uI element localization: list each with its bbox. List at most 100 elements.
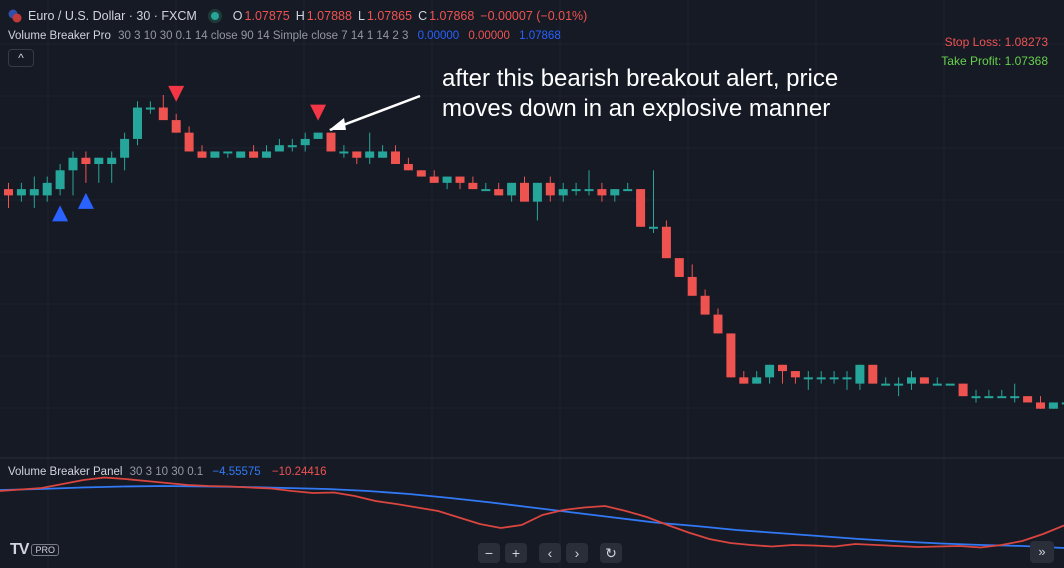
candle-body	[313, 132, 323, 139]
candle-body	[16, 189, 26, 196]
open-label: O	[232, 9, 243, 23]
candle	[829, 371, 839, 384]
candle	[532, 182, 542, 221]
candle	[455, 176, 465, 190]
candle-body	[623, 189, 633, 192]
candle	[842, 371, 852, 390]
bearish-signal-icon	[168, 85, 185, 102]
candle	[545, 176, 555, 202]
candle	[81, 151, 91, 183]
annotation-arrowhead	[329, 118, 346, 130]
scroll-to-latest-button[interactable]: »	[1030, 541, 1054, 563]
low-label: L	[357, 9, 365, 23]
candle-body	[687, 276, 697, 296]
candle	[520, 176, 529, 202]
symbol-title[interactable]: Euro / U.S. Dollar · 30 · FXCM	[28, 9, 197, 23]
candle-body	[700, 295, 710, 315]
minus-icon: −	[484, 545, 494, 561]
candle-body	[610, 189, 620, 196]
candle	[919, 377, 929, 384]
candle	[313, 132, 323, 139]
candle	[120, 132, 130, 171]
candle-body	[429, 176, 439, 183]
zoom-out-button[interactable]: −	[478, 543, 500, 563]
candle-body	[1010, 396, 1020, 399]
tradingview-logo[interactable]: TV PRO	[10, 541, 59, 559]
candle-body	[571, 189, 581, 192]
candle-body	[481, 189, 491, 192]
candle	[649, 170, 658, 234]
scroll-back-button[interactable]: ‹	[539, 543, 561, 563]
candle	[1023, 396, 1033, 403]
candle	[481, 182, 491, 192]
candle	[868, 364, 878, 384]
candle	[597, 182, 607, 202]
candle	[223, 151, 233, 158]
candle-body	[597, 189, 607, 196]
candle-body	[287, 145, 297, 148]
take-profit-label: Take Profit: 1.07368	[941, 54, 1048, 68]
annotation-text: after this bearish breakout alert, price…	[442, 64, 838, 124]
candle	[494, 182, 504, 196]
candle	[107, 151, 117, 183]
candle-body	[274, 145, 284, 152]
candle	[765, 364, 775, 384]
candle	[932, 377, 942, 386]
chevron-right-icon: ›	[574, 545, 580, 561]
panel-value-2: −10.24416	[271, 466, 327, 478]
double-chevron-right-icon: »	[1038, 544, 1046, 559]
indicator-legend[interactable]: Volume Breaker Pro 30 3 10 30 0.1 14 clo…	[8, 30, 561, 42]
candle-body	[907, 377, 916, 384]
currency-flags-icon	[8, 9, 22, 23]
candle	[236, 151, 246, 158]
candle-body	[158, 107, 168, 121]
panel-legend[interactable]: Volume Breaker Panel 30 3 10 30 0.1 −4.5…	[8, 466, 327, 478]
candle	[610, 189, 620, 202]
candle-body	[1023, 396, 1033, 403]
candle	[468, 176, 478, 190]
candle	[726, 333, 736, 378]
candle-body	[816, 377, 826, 380]
candle-body	[184, 132, 194, 152]
candle-body	[210, 151, 220, 158]
candle-body	[236, 151, 246, 158]
candle-body	[326, 132, 336, 152]
scroll-forward-button[interactable]: ›	[566, 543, 588, 563]
panel-params: 30 3 10 30 0.1	[129, 466, 204, 478]
candle	[881, 377, 891, 386]
candle-body	[94, 157, 104, 165]
candle-body	[339, 151, 349, 154]
candle-body	[752, 377, 762, 384]
indicator-name[interactable]: Volume Breaker Pro	[8, 30, 111, 42]
candle	[287, 138, 297, 152]
candle-body	[416, 170, 426, 177]
candle	[803, 371, 813, 390]
candle	[210, 151, 220, 158]
candle-body	[829, 377, 839, 380]
candle-body	[1061, 402, 1064, 405]
candle-body	[881, 383, 891, 386]
candle	[894, 377, 904, 397]
candle	[403, 157, 413, 171]
candle-body	[249, 151, 259, 158]
candle	[55, 164, 65, 196]
candle-body	[868, 364, 878, 384]
candle	[674, 258, 684, 277]
candle	[16, 182, 26, 202]
collapse-legend-button[interactable]: ^	[8, 49, 34, 67]
panel-red-line	[0, 476, 1064, 549]
candle	[1048, 402, 1058, 409]
candle	[339, 145, 349, 158]
candle-body	[133, 107, 142, 139]
candle-body	[778, 364, 787, 372]
candle-body	[558, 189, 568, 196]
zoom-in-button[interactable]: +	[505, 543, 527, 563]
high-label: H	[295, 9, 305, 23]
candle	[158, 95, 168, 121]
candle	[623, 182, 633, 192]
candle-body	[197, 151, 207, 158]
reset-chart-button[interactable]: ↻	[600, 543, 622, 563]
panel-name[interactable]: Volume Breaker Panel	[8, 466, 123, 478]
open-value: 1.07875	[244, 9, 290, 23]
